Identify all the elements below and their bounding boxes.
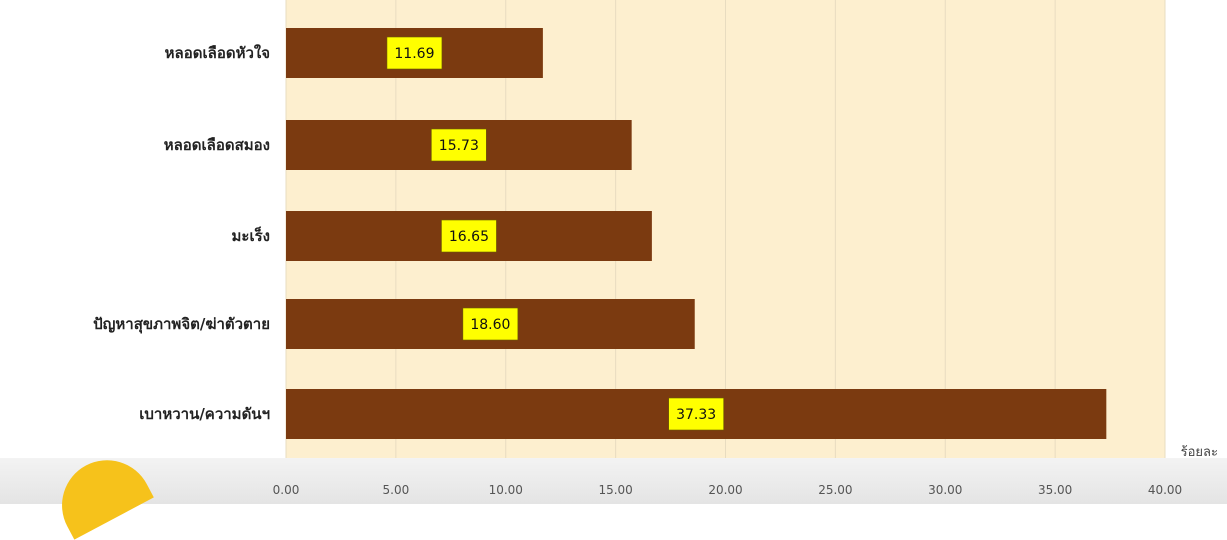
x-tick-label: 35.00 bbox=[1038, 483, 1072, 497]
x-tick-label: 25.00 bbox=[818, 483, 852, 497]
data-label: 11.69 bbox=[394, 46, 434, 62]
x-tick-label: 30.00 bbox=[928, 483, 962, 497]
category-labels: หลอดเลือดหัวใจหลอดเลือดสมองมะเร็งปัญหาสุ… bbox=[93, 44, 270, 423]
data-label: 37.33 bbox=[676, 407, 716, 423]
category-label: หลอดเลือดหัวใจ bbox=[165, 44, 270, 62]
data-label: 18.60 bbox=[470, 317, 510, 333]
data-label: 15.73 bbox=[439, 138, 479, 154]
data-label: 16.65 bbox=[449, 229, 489, 245]
category-label: มะเร็ง bbox=[232, 226, 270, 245]
data-label-box bbox=[462, 307, 519, 341]
x-tick-labels: 0.00 5.00 10.00 15.00 20.00 25.00 30.00 35.00 40… bbox=[273, 483, 1183, 497]
category-label: เบาหวาน/ความดันฯ bbox=[139, 405, 270, 423]
category-label: หลอดเลือดสมอง bbox=[164, 136, 270, 154]
data-label-box bbox=[668, 397, 724, 431]
data-label-box bbox=[386, 36, 443, 70]
footer-band bbox=[0, 458, 1227, 504]
x-tick-label: 5.00 bbox=[383, 483, 410, 497]
x-tick-label: 15.00 bbox=[598, 483, 632, 497]
x-axis-unit-label: ร้อยละ bbox=[1181, 445, 1218, 460]
x-tick-label: 10.00 bbox=[489, 483, 523, 497]
bars: 11.69 15.73 16.65 18.60 37.33 bbox=[286, 28, 1107, 439]
category-label: ปัญหาสุขภาพจิต/ฆ่าตัวตาย bbox=[93, 315, 270, 334]
data-label-box bbox=[441, 219, 497, 253]
data-label-box bbox=[431, 128, 487, 162]
bar-chart: 11.69 15.73 16.65 18.60 37.33 หลอดเลือดหัวใจ… bbox=[93, 0, 1218, 497]
x-tick-label: 0.00 bbox=[273, 483, 300, 497]
x-tick-label: 40.00 bbox=[1148, 483, 1182, 497]
x-tick-label: 20.00 bbox=[708, 483, 742, 497]
